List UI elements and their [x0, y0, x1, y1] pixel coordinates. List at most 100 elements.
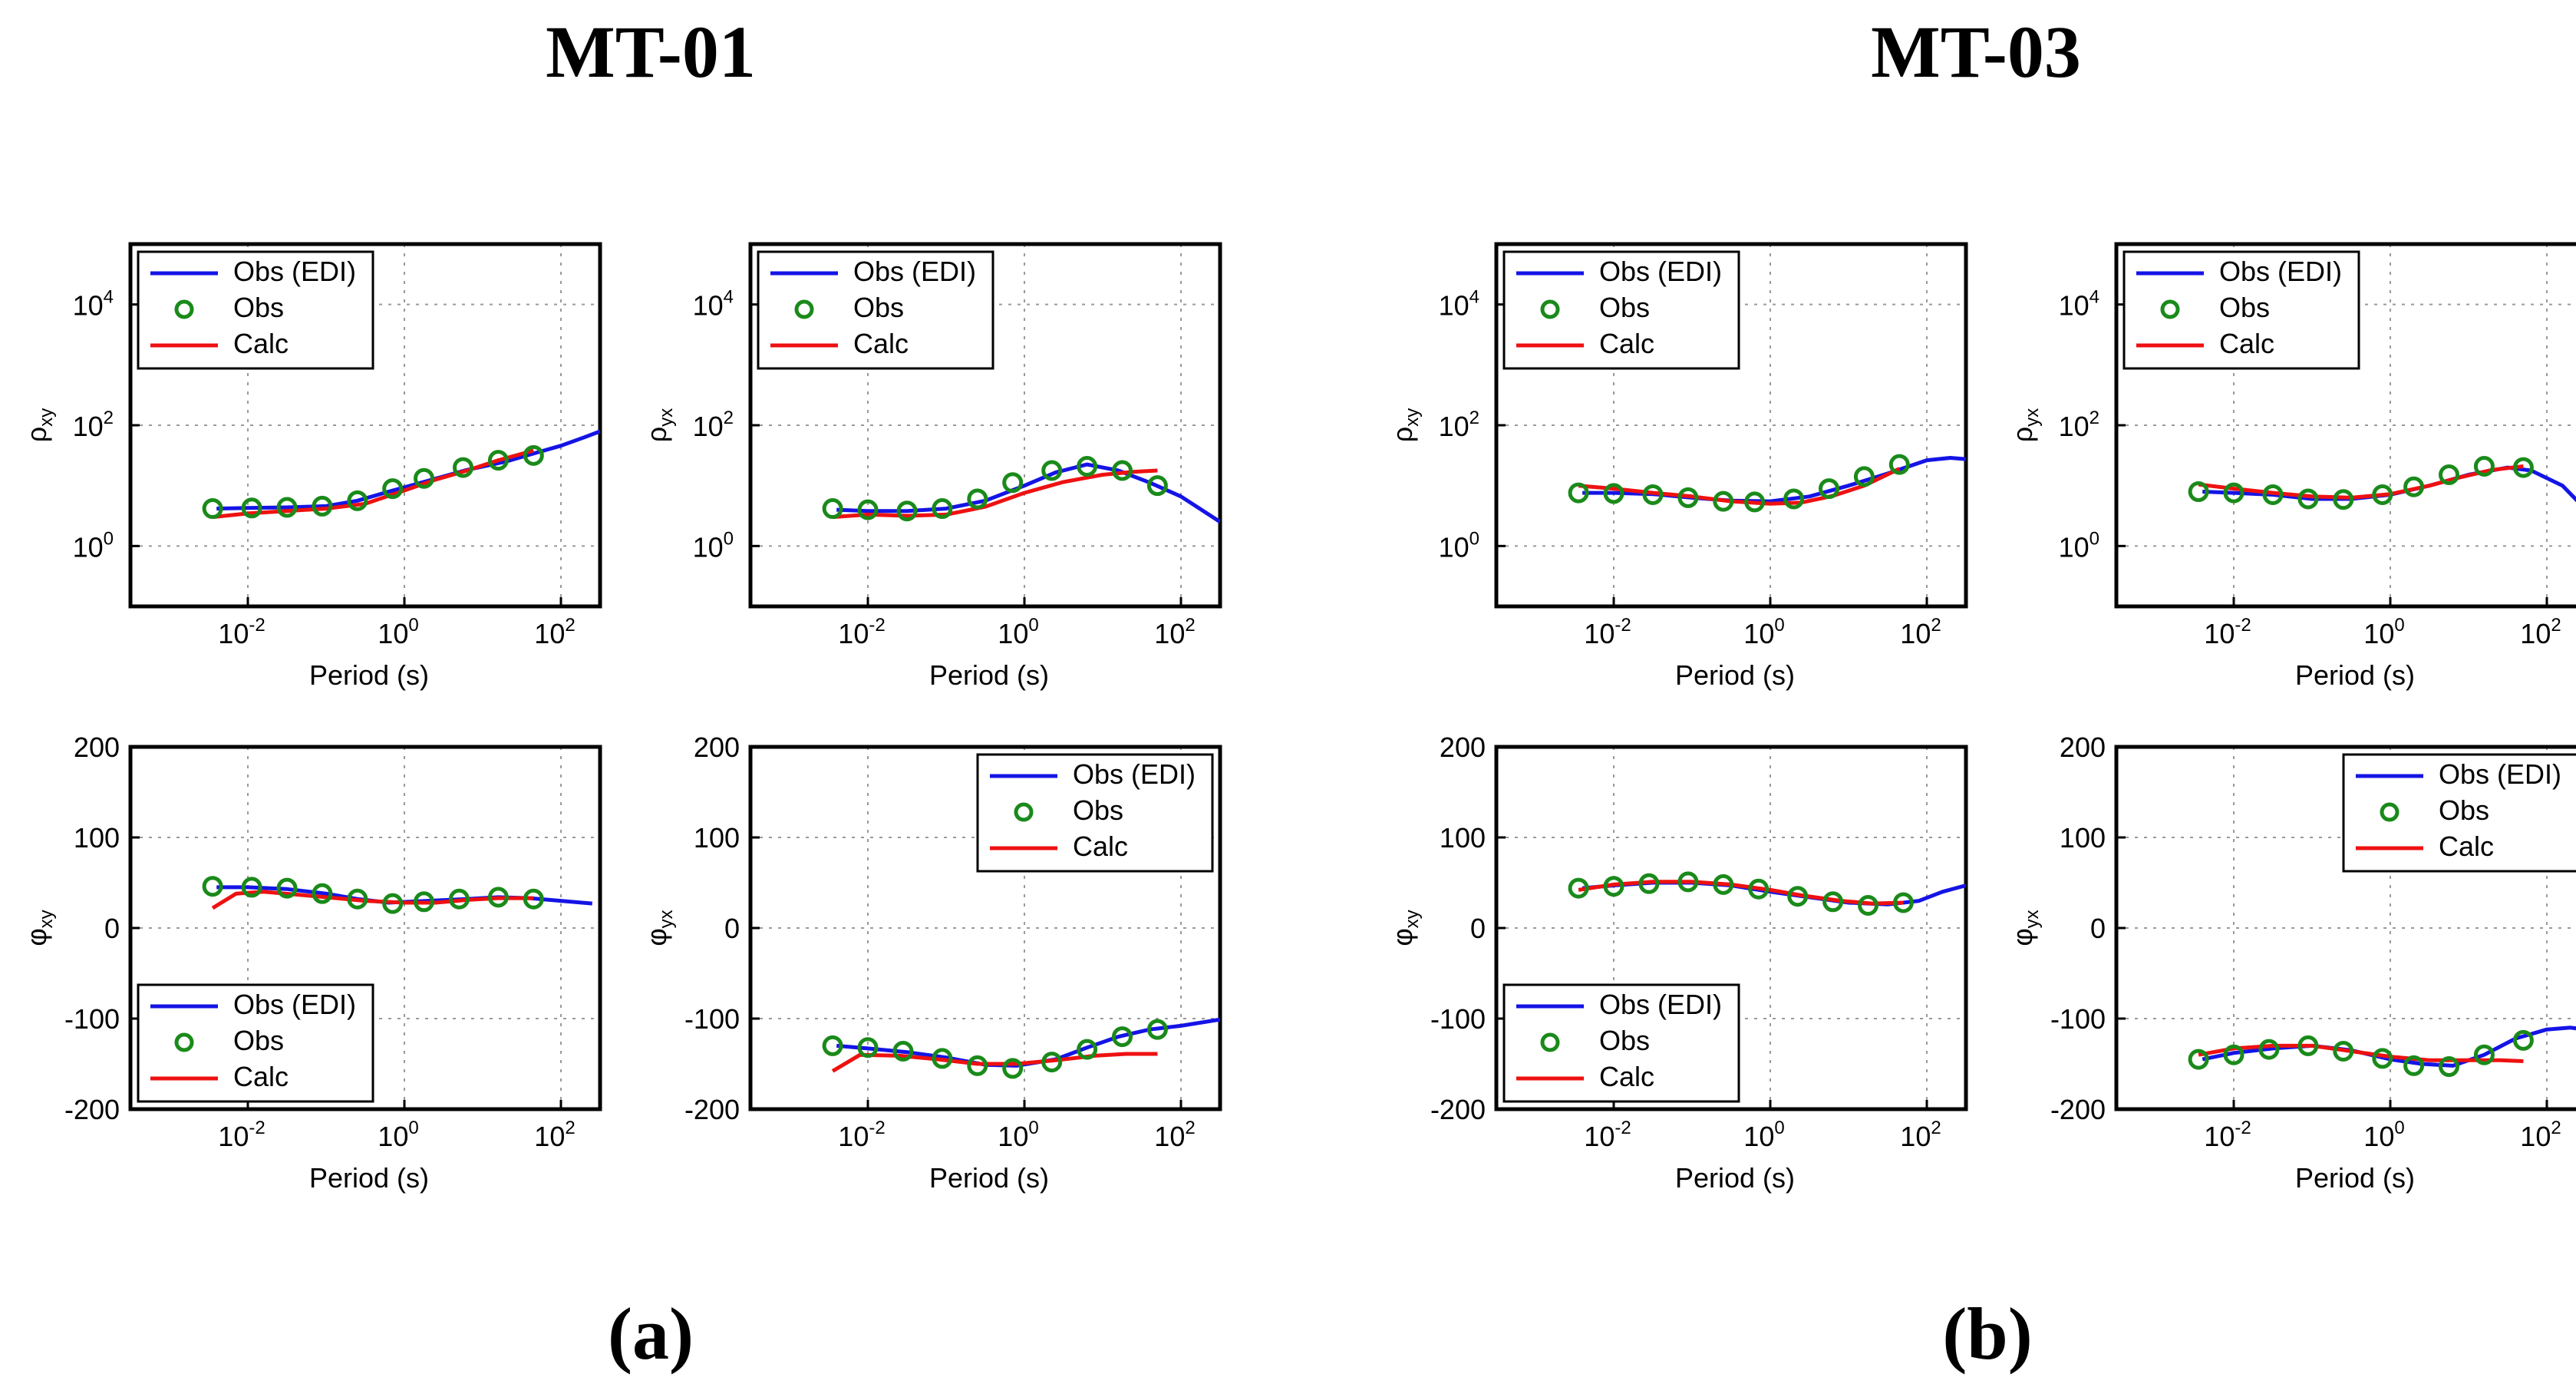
plot-frame: [128, 242, 602, 609]
obs-point: [1077, 455, 1098, 477]
y-tick-label: 100: [693, 528, 734, 563]
obs-point: [276, 497, 298, 518]
y-axis-label: ρyx: [641, 408, 677, 442]
obs-point: [1112, 460, 1133, 481]
y-axis-label: ρxy: [21, 408, 57, 442]
legend-edi-label: Obs (EDI): [1073, 758, 1196, 790]
data-layer: [822, 1017, 1220, 1079]
obs-point: [1112, 1026, 1133, 1048]
obs-point: [2333, 489, 2354, 510]
obs-point: [1642, 484, 1664, 505]
obs-point: [1858, 895, 1878, 916]
x-tick-label: 100: [2363, 615, 2404, 649]
legend-box: [1502, 250, 1740, 370]
obs-point: [523, 888, 544, 910]
y-tick-label: -100: [64, 1003, 120, 1035]
obs-point: [347, 888, 368, 910]
x-tick-label: 10-2: [2204, 615, 2251, 649]
data-layer: [2188, 1025, 2576, 1078]
obs-point: [1002, 1058, 1024, 1079]
legend-edi-label: Obs (EDI): [2439, 758, 2561, 790]
x-tick-label: 102: [2520, 1118, 2561, 1152]
obs-point: [382, 893, 404, 914]
series-calc-line: [831, 1052, 1158, 1073]
panels: 10-2 100 102 100 102 104 Period (s) ρxy Obs (EDI…: [21, 242, 2576, 1194]
obs-point: [276, 877, 298, 899]
data-layer: [2188, 455, 2576, 510]
x-tick-label: 10-2: [1584, 1118, 1631, 1152]
data-layer: [822, 455, 1220, 523]
legend: Obs (EDI) Obs Calc: [976, 753, 1214, 873]
obs-point: [414, 467, 434, 489]
y-tick-label: 200: [694, 732, 740, 763]
plot-frame: [2114, 242, 2576, 609]
legend-calc-label: Calc: [1599, 328, 1654, 359]
x-tick-label: 102: [534, 615, 575, 649]
y-tick-label: -100: [1430, 1003, 1486, 1035]
plot-frame: [748, 242, 1222, 609]
obs-point: [1677, 871, 1699, 893]
x-tick-label: 10-2: [2204, 1118, 2251, 1152]
obs-point: [857, 499, 879, 520]
obs-point: [1041, 460, 1063, 481]
obs-point: [453, 457, 473, 478]
series-obs-edi-line: [216, 429, 600, 511]
obs-point: [822, 1035, 843, 1056]
plot-frame: [1494, 745, 1968, 1111]
x-tick-label: 100: [1743, 1118, 1784, 1152]
y-tick-label: -200: [1430, 1094, 1486, 1125]
y-tick-label: 100: [694, 822, 740, 854]
x-axis-label: Period (s): [2295, 659, 2415, 691]
data-layer: [1568, 454, 1966, 513]
y-tick-label: 104: [73, 287, 114, 322]
obs-point: [241, 877, 262, 898]
data-layer: [202, 429, 600, 520]
legend-obs-marker: [1540, 299, 1560, 319]
obs-point: [892, 1040, 914, 1062]
series-calc-line: [2198, 464, 2524, 500]
caption-b: (b): [1942, 1293, 2032, 1375]
obs-point: [967, 1055, 988, 1076]
legend-edi-label: Obs (EDI): [233, 989, 356, 1020]
obs-point: [2223, 482, 2245, 504]
x-axis-label: Period (s): [1675, 1162, 1795, 1194]
obs-point: [523, 444, 544, 466]
obs-point: [1888, 454, 1910, 475]
legend-edi-label: Obs (EDI): [2219, 256, 2342, 287]
obs-point: [1568, 877, 1589, 899]
y-tick-label: -200: [684, 1094, 740, 1125]
obs-point: [1783, 488, 1805, 510]
obs-point: [1713, 874, 1734, 895]
x-axis-label: Period (s): [2295, 1162, 2415, 1194]
legend: Obs (EDI) Obs Calc: [137, 983, 374, 1103]
series-calc-line: [212, 448, 534, 520]
y-tick-label: 104: [1439, 287, 1479, 322]
obs-point: [2297, 488, 2319, 510]
data-layer: [202, 876, 593, 914]
obs-point: [1677, 487, 1699, 508]
obs-point: [2473, 455, 2495, 477]
obs-point: [2333, 1040, 2354, 1062]
legend: Obs (EDI) Obs Calc: [2342, 753, 2576, 873]
y-tick-label: 0: [2090, 913, 2106, 944]
legend-obs-marker: [174, 299, 194, 319]
legend-obs-marker: [2380, 802, 2400, 822]
y-axis-label: φxy: [21, 910, 57, 946]
x-tick-label: 102: [1154, 615, 1195, 649]
series-calc-line: [2198, 1043, 2524, 1063]
legend-obs-label: Obs: [1599, 292, 1650, 323]
obs-point: [2473, 1044, 2495, 1065]
chart-mt03-phi-xy: 10-2 100 102 200 100 0 -100 -200 Period (s) φxy Ob…: [1387, 732, 1968, 1194]
obs-point: [2512, 1029, 2534, 1051]
legend-edi-label: Obs (EDI): [1599, 989, 1722, 1020]
obs-point: [2403, 1055, 2425, 1076]
x-tick-label: 102: [2520, 615, 2561, 649]
legend-edi-label: Obs (EDI): [853, 256, 976, 287]
x-axis-label: Period (s): [929, 1162, 1049, 1194]
chart-mt01-rho-yx: 10-2 100 102 100 102 104 Period (s) ρyx Obs (EDI…: [641, 242, 1222, 691]
title-mt03: MT-03: [1871, 11, 2081, 93]
obs-point: [2439, 464, 2459, 486]
y-tick-label: -100: [684, 1003, 740, 1035]
obs-point: [1603, 483, 1624, 504]
caption-a: (a): [608, 1293, 694, 1375]
